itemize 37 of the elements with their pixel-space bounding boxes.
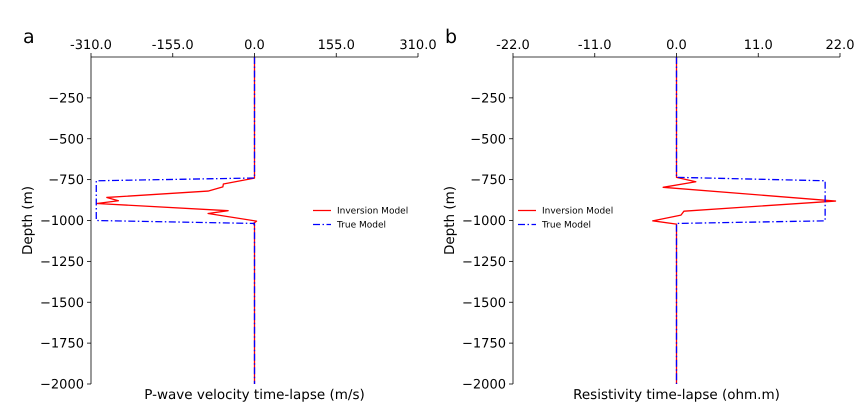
y-tick-label: −1250 [40,254,84,270]
x-tick-label: 22.0 [826,38,854,53]
y-tick-label: −1000 [40,214,84,230]
y-axis-title: Depth (m) [442,186,458,256]
y-tick-label: −1750 [462,336,506,352]
y-tick-label: −250 [48,91,84,106]
x-axis-title: P-wave velocity time-lapse (m/s) [144,387,365,402]
chart-title: a [23,26,35,48]
x-tick-label: -310.0 [70,38,112,53]
y-tick-label: −750 [470,173,506,188]
y-tick-label: −1250 [462,254,506,270]
line-series [676,56,826,385]
x-tick-label: 0.0 [244,38,265,53]
x-tick-label: -22.0 [496,38,530,53]
x-tick-label: 310.0 [399,38,437,53]
y-tick-label: −1500 [40,296,84,311]
chart-title: b [445,26,458,48]
y-tick-label: −500 [48,132,84,148]
x-tick-label: 11.0 [744,38,773,53]
x-tick-label: -155.0 [152,38,194,53]
y-tick-label: −250 [470,91,506,106]
x-tick-label: -11.0 [578,38,612,53]
x-axis-title: Resistivity time-lapse (ohm.m) [573,387,780,402]
y-tick-label: −2000 [40,378,84,393]
y-tick-label: −750 [48,173,84,188]
y-tick-label: −1000 [462,214,506,230]
legend-label: Inversion Model [337,206,408,217]
x-tick-label: 0.0 [666,38,687,53]
y-tick-label: −2000 [462,378,506,393]
legend-label: Inversion Model [542,206,614,217]
y-axis-title: Depth (m) [20,186,36,256]
legend-label: True Model [541,220,591,231]
y-tick-label: −1500 [462,296,506,311]
y-tick-label: −1750 [40,336,84,352]
legend-label: True Model [336,220,386,231]
x-tick-label: 155.0 [318,38,355,53]
y-tick-label: −500 [470,132,506,148]
